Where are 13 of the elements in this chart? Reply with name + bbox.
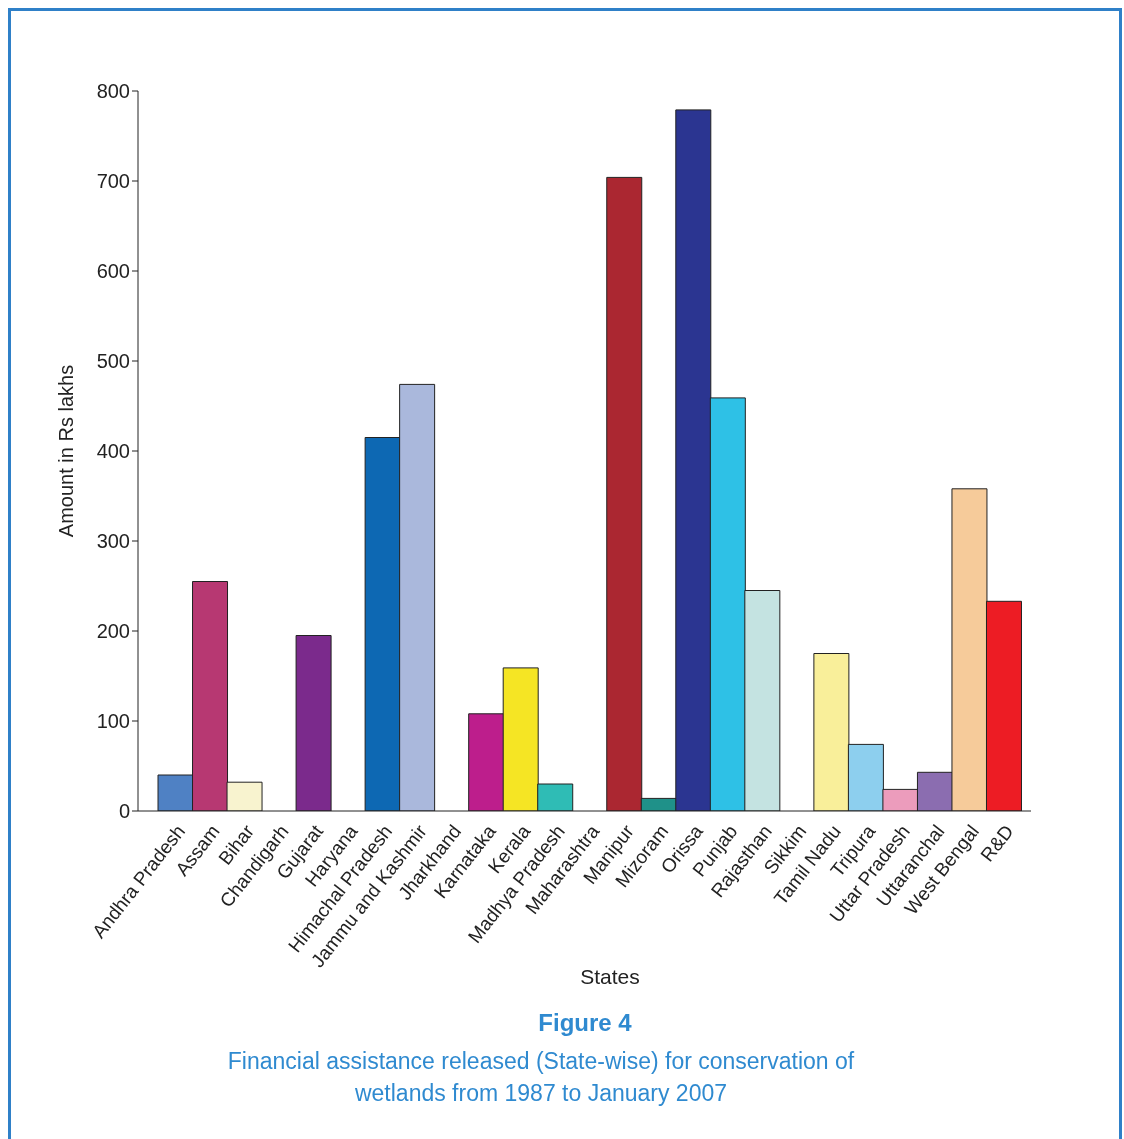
- y-tick-label: 600: [96, 260, 130, 283]
- y-tick-label: 800: [96, 80, 130, 103]
- x-axis-title: States: [580, 965, 640, 988]
- y-tick-label: 0: [118, 800, 130, 823]
- text: Figure 4: [537, 1009, 633, 1037]
- y-tick-label: 300: [96, 530, 130, 553]
- y-axis-title: Amount in Rs lakhs: [55, 364, 78, 538]
- y-tick-label: 700: [96, 170, 130, 193]
- text: Financial assistance released (State-wise) for conservation of wetlands from 1987 to January 2007: [226, 1047, 856, 1109]
- y-tick-label: 100: [96, 710, 130, 733]
- y-tick-label: 400: [96, 440, 130, 463]
- y-tick-label: 500: [96, 350, 130, 373]
- y-tick-label: 200: [96, 620, 130, 643]
